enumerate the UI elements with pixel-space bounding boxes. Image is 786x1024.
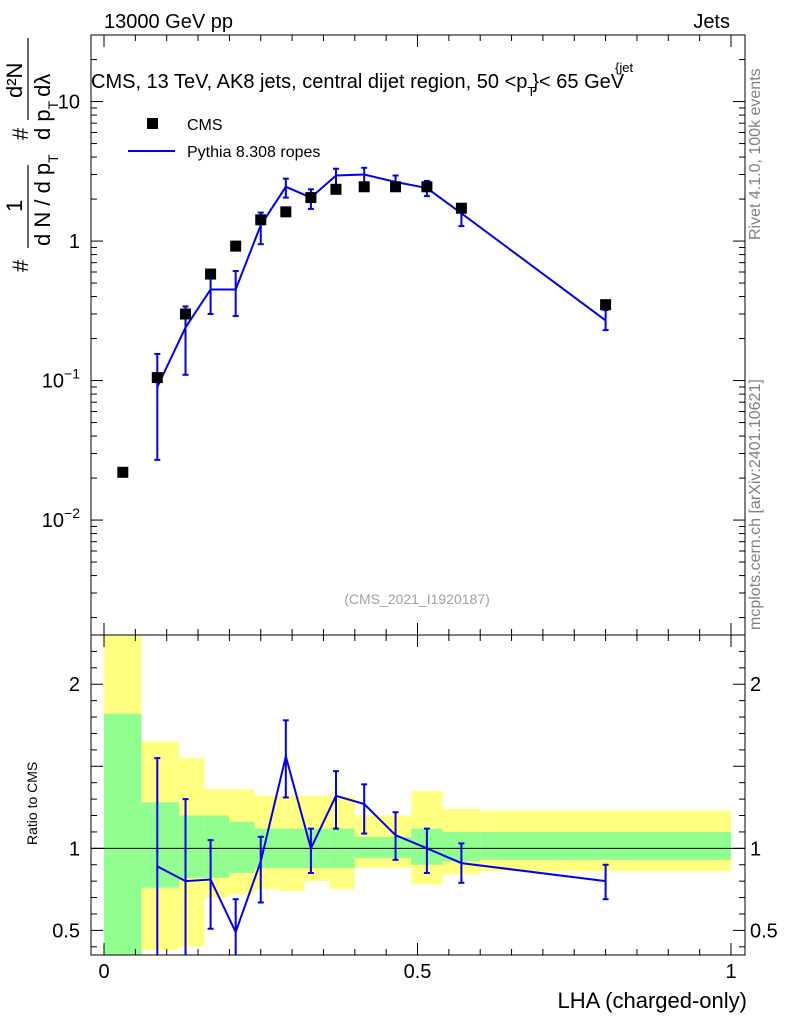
ratio-band-inner [104, 713, 142, 955]
cms-data-point [600, 299, 612, 311]
ratio-y-tick-label: 0.5 [52, 920, 80, 942]
mc-series-line [156, 173, 607, 388]
cms-data-point [455, 202, 467, 214]
legend-label-cms: CMS [187, 117, 223, 134]
legend: CMS Pythia 8.308 ropes [128, 117, 320, 161]
ratio-y-tick-label-right: 1 [750, 838, 761, 860]
ylabel-frac1-den-sub: T [45, 154, 61, 163]
x-tick-label: 0.5 [404, 961, 432, 983]
y-tick-label: 1 [69, 231, 80, 253]
ylabel-hash1: # [8, 259, 33, 272]
ratio-y-tick-label: 2 [69, 674, 80, 696]
cms-data-point [230, 240, 242, 252]
y-tick-label-base: 1 [69, 231, 80, 253]
side-rivet: Rivet 4.1.0, 100k events [747, 68, 764, 240]
cms-data-point [117, 466, 129, 478]
ratio-band-inner [229, 822, 255, 873]
cms-data-point [358, 181, 370, 193]
y-tick-label-base: 10 [58, 92, 80, 114]
cms-data-point [205, 268, 217, 280]
y-tick-label-exponent: −2 [64, 505, 80, 521]
header-left: 13000 GeV pp [104, 11, 233, 33]
ylabel-frac2-den-tail: dλ [30, 74, 55, 97]
title-close: } [532, 71, 539, 93]
plot-title: CMS, 13 TeV, AK8 jets, central dijet reg… [91, 71, 625, 99]
ylabel-frac2-num: d²N [2, 63, 27, 98]
ratio-panel: 2 2 1 1 0.5 0.5 [52, 634, 778, 956]
y-tick-label-base: 10 [42, 510, 64, 532]
ratio-y-tick-label: 1 [69, 838, 80, 860]
title-post: < 65 GeV [539, 71, 625, 93]
ratio-y-tick-label-right: 0.5 [750, 920, 778, 942]
x-tick-label: 0 [98, 961, 109, 983]
cms-data-point [151, 372, 163, 384]
y-tick-label: 10−2 [42, 505, 80, 532]
ylabel-frac2-den: d pTdλ [30, 74, 61, 140]
x-axis-title: LHA (charged-only) [557, 988, 747, 1013]
cms-data-point [305, 192, 317, 204]
ratio-band-inner [354, 836, 380, 859]
side-mcplots: mcplots.cern.ch [arXiv:2401.10621] [747, 379, 764, 630]
legend-label-pythia: Pythia 8.308 ropes [187, 144, 320, 161]
ylabel-hash2: # [8, 127, 33, 140]
y-tick-label-exponent: −1 [64, 366, 80, 382]
cms-data-point [390, 181, 402, 193]
main-ylabel: # 1 d N / d pT # d²N d pTdλ [2, 38, 61, 272]
analysis-watermark: (CMS_2021_I1920187) [344, 591, 490, 607]
legend-marker-cms [147, 118, 158, 129]
ylabel-frac2-den-sub: T [45, 100, 61, 109]
title-sub: T [527, 84, 535, 99]
ylabel-frac2-den-main: d p [30, 109, 55, 140]
cms-data-point [180, 308, 192, 320]
ylabel-frac1-den: d N / d pT [30, 154, 61, 246]
title-pre: CMS, 13 TeV, AK8 jets, central dijet reg… [91, 71, 527, 93]
ratio-band-inner [480, 831, 731, 860]
x-tick-label: 1 [725, 961, 736, 983]
cms-data-point [280, 206, 292, 218]
cms-data-point [330, 183, 342, 195]
ratio-band-inner [204, 815, 230, 878]
header-right: Jets [693, 11, 730, 33]
cms-data-point [255, 214, 267, 226]
y-tick-label-base: 10 [42, 371, 64, 393]
ratio-band-inner [179, 815, 205, 878]
ratio-y-tick-label-right: 2 [750, 674, 761, 696]
title-sup: {jet [615, 60, 633, 75]
cms-data-point [421, 181, 433, 193]
y-tick-label: 10−1 [42, 366, 80, 393]
ylabel-frac1-den-main: d N / d p [30, 163, 55, 246]
y-tick-label: 10 [58, 92, 80, 114]
ylabel-frac1-num: 1 [2, 200, 27, 212]
ratio-ylabel: Ratio to CMS [24, 762, 40, 845]
